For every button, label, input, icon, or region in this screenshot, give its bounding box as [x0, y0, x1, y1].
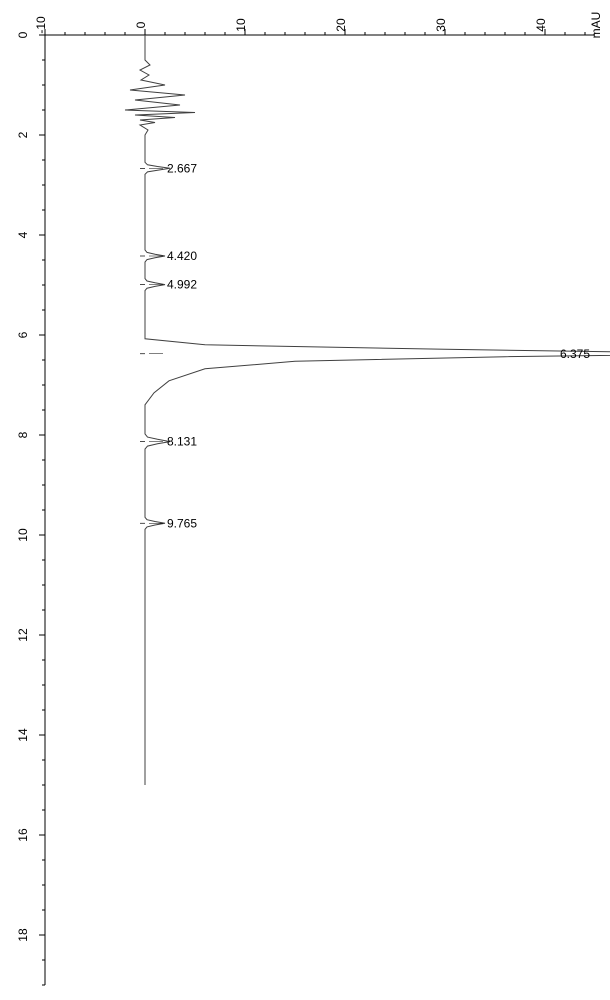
- time-tick-label: 4: [16, 231, 30, 238]
- mau-tick-label: -10: [34, 16, 48, 34]
- peak-label: 8.131: [167, 435, 197, 449]
- chromatogram-trace: [125, 35, 610, 785]
- time-tick-label: 16: [16, 828, 30, 842]
- time-tick-label: 12: [16, 628, 30, 642]
- mau-axis-label: mAU: [589, 12, 603, 39]
- time-tick-label: 14: [16, 728, 30, 742]
- time-tick-label: 2: [16, 131, 30, 138]
- time-tick-label: 6: [16, 331, 30, 338]
- chromatogram-chart: -10 0 10 20 30 40 mAU 0 2 4 6 8 10 12 14 16 18 2.667 4.420…: [0, 0, 610, 1000]
- time-tick-label: 18: [16, 928, 30, 942]
- peak-label: 2.667: [167, 161, 197, 175]
- peak-label: 9.765: [167, 516, 197, 530]
- mau-tick-label: 20: [334, 18, 348, 32]
- mau-tick-label: 10: [234, 18, 248, 32]
- peak-label: 6.375: [560, 347, 590, 361]
- peak-label: 4.992: [167, 278, 197, 292]
- time-tick-label: 10: [16, 528, 30, 542]
- mau-tick-label: 40: [534, 18, 548, 32]
- mau-tick-label: 0: [134, 21, 148, 28]
- chart-svg: -10 0 10 20 30 40 mAU 0 2 4 6 8 10 12 14 16 18 2.667 4.420…: [0, 0, 610, 1000]
- mau-tick-label: 30: [434, 18, 448, 32]
- time-tick-label: 8: [16, 431, 30, 438]
- peak-label: 4.420: [167, 249, 197, 263]
- time-tick-label: 0: [16, 31, 30, 38]
